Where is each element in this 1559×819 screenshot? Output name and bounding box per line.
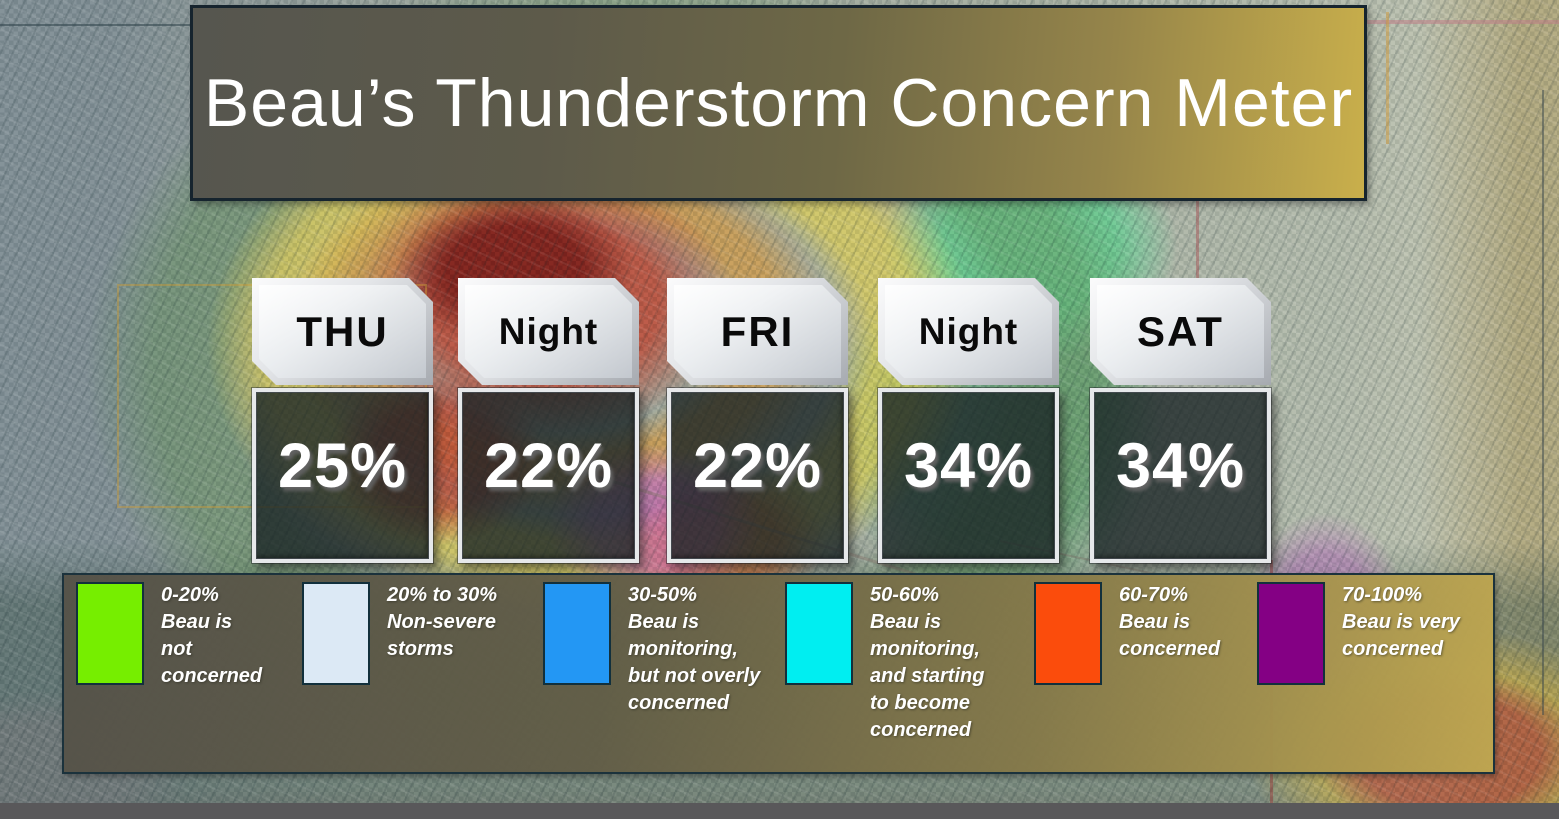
legend-description: Beau is very concerned — [1342, 611, 1460, 660]
map-road-line — [1542, 90, 1544, 715]
day-label: SAT — [1137, 307, 1224, 355]
legend-range: 30-50% — [628, 584, 697, 606]
legend-item: 30-50% Beau is monitoring, but not overl… — [543, 582, 836, 717]
forecast-card-fri-night: Night 34% — [878, 278, 1059, 563]
legend-item: 20% to 30% Non-severe storms — [302, 582, 595, 685]
legend-range: 70-100% — [1342, 584, 1423, 606]
day-header-tile: THU — [252, 278, 433, 385]
page-title: Beau’s Thunderstorm Concern Meter — [203, 65, 1354, 141]
map-road-line — [1290, 20, 1559, 24]
legend-swatch — [1257, 582, 1325, 685]
concern-percentage: 25% — [277, 430, 408, 501]
legend-item: 50-60% Beau is monitoring, and starting … — [785, 582, 1078, 744]
legend-item: 60-70% Beau is concerned — [1034, 582, 1327, 685]
day-header-tile: FRI — [667, 278, 848, 385]
concern-percentage: 22% — [692, 430, 823, 501]
concern-percentage: 34% — [1115, 430, 1246, 501]
day-label: Night — [498, 310, 599, 352]
legend-description: Beau is concerned — [1119, 611, 1221, 660]
legend-description: Beau is monitoring, and starting to beco… — [870, 611, 985, 741]
day-label: FRI — [720, 307, 795, 355]
legend-description: Beau is monitoring, but not overly conce… — [628, 611, 761, 714]
value-tile: 22% — [458, 388, 639, 563]
legend-item: 0-20% Beau is not concerned — [76, 582, 369, 690]
legend-item: 70-100% Beau is very concerned — [1257, 582, 1550, 685]
day-header-tile: Night — [878, 278, 1059, 385]
bottom-bar — [0, 803, 1559, 819]
legend-swatch — [785, 582, 853, 685]
day-label: THU — [296, 307, 389, 355]
legend-range: 50-60% — [870, 584, 939, 606]
legend-swatch — [543, 582, 611, 685]
legend-range: 20% to 30% — [387, 584, 498, 606]
map-road-line — [1386, 12, 1389, 144]
legend-swatch — [76, 582, 144, 685]
value-tile: 34% — [878, 388, 1059, 563]
forecast-card-fri: FRI 22% — [667, 278, 848, 563]
forecast-card-thu-night: Night 22% — [458, 278, 639, 563]
title-banner: Beau’s Thunderstorm Concern Meter — [190, 5, 1367, 201]
legend-range: 0-20% — [161, 584, 219, 606]
legend-swatch — [302, 582, 370, 685]
legend-description: Non-severe storms — [387, 611, 496, 660]
forecast-card-thu: THU 25% — [252, 278, 433, 563]
concern-percentage: 22% — [483, 430, 614, 501]
legend-description: Beau is not concerned — [161, 611, 263, 687]
day-header-tile: Night — [458, 278, 639, 385]
day-header-tile: SAT — [1090, 278, 1271, 385]
concern-percentage: 34% — [903, 430, 1034, 501]
value-tile: 34% — [1090, 388, 1271, 563]
day-label: Night — [918, 310, 1019, 352]
value-tile: 22% — [667, 388, 848, 563]
value-tile: 25% — [252, 388, 433, 563]
forecast-card-sat: SAT 34% — [1090, 278, 1271, 563]
concern-legend: 0-20% Beau is not concerned 20% to 30% N… — [62, 573, 1495, 774]
legend-range: 60-70% — [1119, 584, 1188, 606]
legend-swatch — [1034, 582, 1102, 685]
